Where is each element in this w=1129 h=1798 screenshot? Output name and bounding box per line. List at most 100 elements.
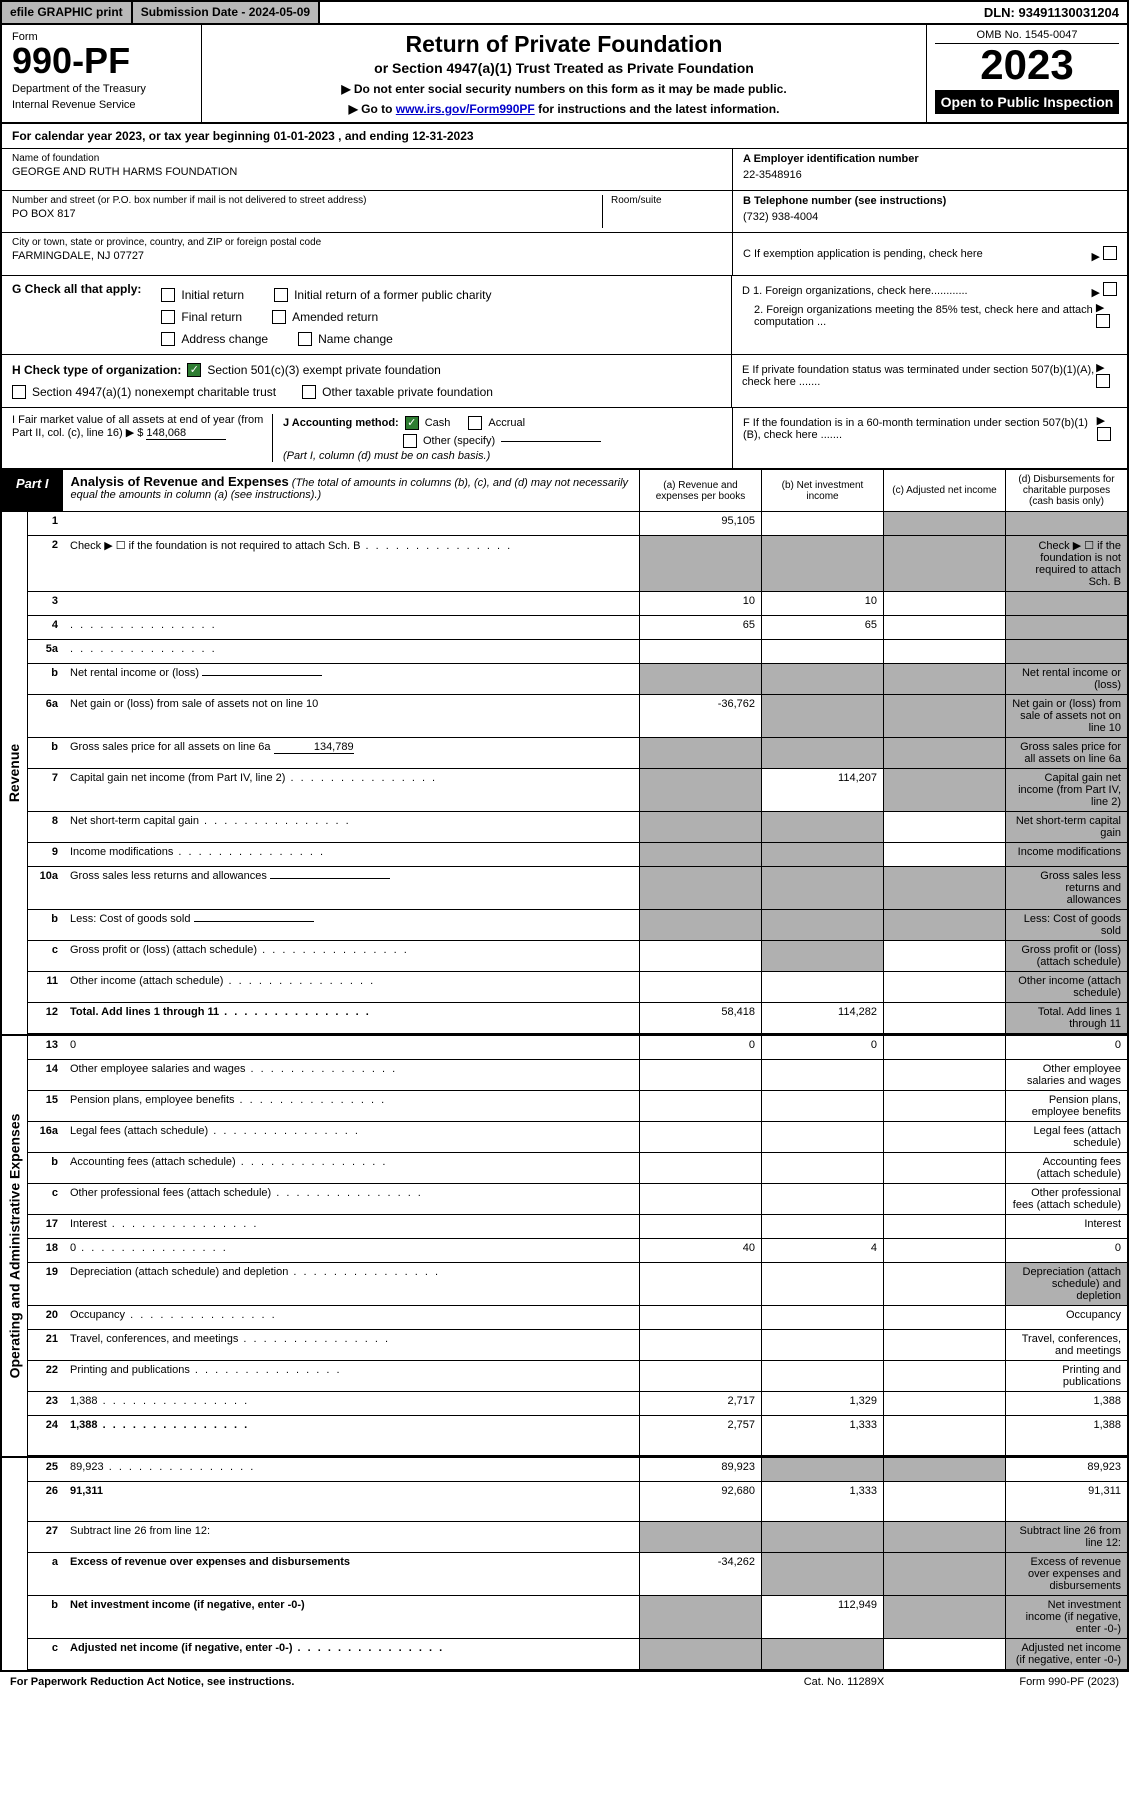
- part1-label: Part I: [2, 470, 63, 511]
- initial-return-checkbox[interactable]: [161, 288, 175, 302]
- row-number: b: [28, 910, 64, 940]
- c-cell: C If exemption application is pending, c…: [733, 233, 1127, 275]
- col-c: [883, 1239, 1005, 1262]
- accrual-checkbox[interactable]: [468, 416, 482, 430]
- col-a-header: (a) Revenue and expenses per books: [639, 470, 761, 511]
- other-specify-input[interactable]: [501, 441, 601, 442]
- row-description: Gross profit or (loss) (attach schedule): [64, 941, 639, 971]
- row-description: Other income (attach schedule): [64, 972, 639, 1002]
- col-a: [639, 1060, 761, 1090]
- c-checkbox[interactable]: [1103, 246, 1117, 260]
- expenses-side-label: Operating and Administrative Expenses: [2, 1036, 28, 1456]
- col-d: Gross sales price for all assets on line…: [1005, 738, 1127, 768]
- table-row: bAccounting fees (attach schedule)Accoun…: [28, 1153, 1127, 1184]
- col-a: [639, 664, 761, 694]
- e-checkbox[interactable]: [1096, 374, 1110, 388]
- row-description: Gross sales price for all assets on line…: [64, 738, 639, 768]
- row-description: Interest: [64, 1215, 639, 1238]
- f-label: F If the foundation is in a 60-month ter…: [743, 417, 1097, 441]
- col-a: 58,418: [639, 1003, 761, 1033]
- revenue-section: Revenue 195,1052Check ▶ ☐ if the foundat…: [2, 512, 1127, 1034]
- col-c: [883, 1330, 1005, 1360]
- footer-cat: Cat. No. 11289X: [769, 1676, 919, 1688]
- table-row: cAdjusted net income (if negative, enter…: [28, 1639, 1127, 1670]
- col-a: -34,262: [639, 1553, 761, 1595]
- col-d: Check ▶ ☐ if the foundation is not requi…: [1005, 536, 1127, 591]
- col-b-header: (b) Net investment income: [761, 470, 883, 511]
- row-number: 25: [28, 1458, 64, 1481]
- col-c: [883, 867, 1005, 909]
- col-c: [883, 843, 1005, 866]
- part1-title-wrap: Analysis of Revenue and Expenses (The to…: [63, 470, 639, 511]
- address-change-checkbox[interactable]: [161, 332, 175, 346]
- cash-checkbox[interactable]: [405, 416, 419, 430]
- table-row: 6aNet gain or (loss) from sale of assets…: [28, 695, 1127, 738]
- row-number: 7: [28, 769, 64, 811]
- d2-checkbox[interactable]: [1096, 314, 1110, 328]
- row-number: 3: [28, 592, 64, 615]
- row-description: Net short-term capital gain: [64, 812, 639, 842]
- col-d: Interest: [1005, 1215, 1127, 1238]
- col-b: 112,949: [761, 1596, 883, 1638]
- col-c: [883, 941, 1005, 971]
- col-c: [883, 1122, 1005, 1152]
- name-change-checkbox[interactable]: [298, 332, 312, 346]
- col-d: 91,311: [1005, 1482, 1127, 1521]
- col-a: [639, 972, 761, 1002]
- col-a: [639, 738, 761, 768]
- room-label: Room/suite: [611, 195, 722, 206]
- col-a: [639, 1522, 761, 1552]
- f-checkbox[interactable]: [1097, 427, 1111, 441]
- col-b: [761, 1060, 883, 1090]
- col-d: [1005, 512, 1127, 535]
- initial-former-checkbox[interactable]: [274, 288, 288, 302]
- table-row: 241,3882,7571,3331,388: [28, 1416, 1127, 1456]
- form-header: Form 990-PF Department of the Treasury I…: [2, 25, 1127, 124]
- col-c: [883, 1522, 1005, 1552]
- col-a: [639, 1215, 761, 1238]
- 4947-checkbox[interactable]: [12, 385, 26, 399]
- irs-link[interactable]: www.irs.gov/Form990PF: [396, 102, 535, 116]
- dln-number: DLN: 93491130031204: [976, 2, 1127, 23]
- final-return-checkbox[interactable]: [161, 310, 175, 324]
- col-c: [883, 695, 1005, 737]
- col-b: 10: [761, 592, 883, 615]
- d1-checkbox[interactable]: [1103, 282, 1117, 296]
- col-d: 89,923: [1005, 1458, 1127, 1481]
- ein-value: 22-3548916: [743, 169, 1117, 181]
- col-b: [761, 695, 883, 737]
- part1-title: Analysis of Revenue and Expenses: [71, 474, 289, 489]
- header-center: Return of Private Foundation or Section …: [202, 25, 927, 122]
- col-d: Occupancy: [1005, 1306, 1127, 1329]
- city-cell: City or town, state or province, country…: [2, 233, 732, 275]
- other-taxable-checkbox[interactable]: [302, 385, 316, 399]
- col-d: Net short-term capital gain: [1005, 812, 1127, 842]
- row-number: 24: [28, 1416, 64, 1455]
- 501c3-checkbox[interactable]: [187, 363, 201, 377]
- table-row: bGross sales price for all assets on lin…: [28, 738, 1127, 769]
- table-row: 11Other income (attach schedule)Other in…: [28, 972, 1127, 1003]
- col-b: [761, 1306, 883, 1329]
- col-d: Accounting fees (attach schedule): [1005, 1153, 1127, 1183]
- city-value: FARMINGDALE, NJ 07727: [12, 250, 722, 262]
- header-left: Form 990-PF Department of the Treasury I…: [2, 25, 202, 122]
- table-row: 12Total. Add lines 1 through 1158,418114…: [28, 1003, 1127, 1034]
- other-method-checkbox[interactable]: [403, 434, 417, 448]
- col-b: [761, 1458, 883, 1481]
- address: PO BOX 817: [12, 208, 602, 220]
- col-b: [761, 812, 883, 842]
- row-description: Travel, conferences, and meetings: [64, 1330, 639, 1360]
- col-c-header: (c) Adjusted net income: [883, 470, 1005, 511]
- info-right: A Employer identification number 22-3548…: [732, 149, 1127, 275]
- row-description: Depreciation (attach schedule) and deple…: [64, 1263, 639, 1305]
- col-c: [883, 640, 1005, 663]
- col-c: [883, 616, 1005, 639]
- tax-year: 2023: [935, 44, 1119, 86]
- col-d: [1005, 640, 1127, 663]
- table-row: 1804040: [28, 1239, 1127, 1263]
- calendar-year-row: For calendar year 2023, or tax year begi…: [2, 124, 1127, 149]
- col-c: [883, 1091, 1005, 1121]
- col-d: Net gain or (loss) from sale of assets n…: [1005, 695, 1127, 737]
- amended-return-checkbox[interactable]: [272, 310, 286, 324]
- expenses-section: Operating and Administrative Expenses 13…: [2, 1034, 1127, 1456]
